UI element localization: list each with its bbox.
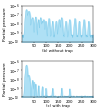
X-axis label: (b) without trap: (b) without trap bbox=[42, 49, 73, 53]
Y-axis label: Partial pressure: Partial pressure bbox=[3, 7, 7, 41]
Y-axis label: Partial pressure: Partial pressure bbox=[3, 63, 7, 96]
X-axis label: (c) with trap: (c) with trap bbox=[46, 104, 70, 108]
